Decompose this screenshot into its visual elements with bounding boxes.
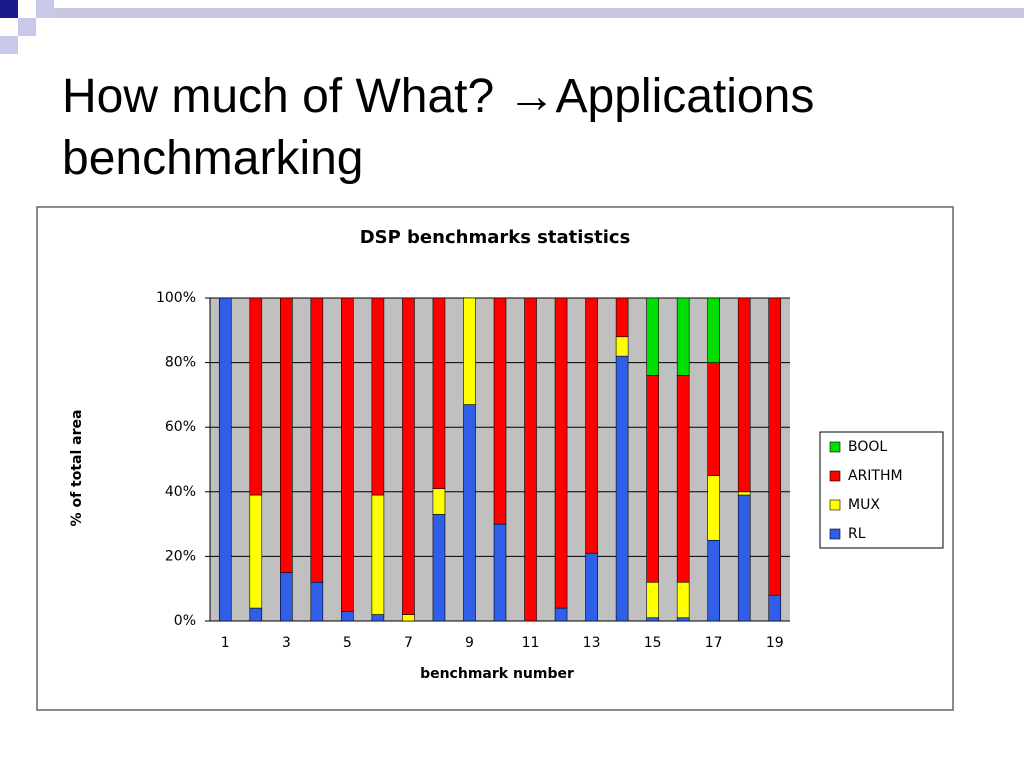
title-line: How much of What? →Applications	[62, 70, 815, 123]
y-axis-label: % of total area	[69, 410, 85, 527]
bar-segment	[249, 297, 263, 496]
bar-segment	[432, 297, 446, 489]
bar-segment	[341, 611, 354, 622]
bar-segment	[737, 494, 751, 622]
x-tick-label: 7	[404, 635, 413, 651]
bar-segment	[676, 297, 690, 376]
bar-segment	[676, 375, 690, 583]
bar-segment	[646, 581, 659, 619]
decor	[0, 0, 18, 18]
x-tick-label: 5	[343, 635, 352, 651]
legend-label: ARITHM	[848, 468, 903, 484]
bar-segment	[463, 297, 476, 405]
bar-segment	[768, 297, 782, 596]
legend-swatch	[829, 528, 841, 540]
legend-label: BOOL	[848, 439, 887, 455]
bar-segment	[615, 336, 629, 357]
legend-label: MUX	[848, 497, 880, 513]
bar-segment	[341, 297, 354, 612]
legend-swatch	[829, 441, 841, 453]
decor	[36, 0, 54, 18]
x-tick-label: 3	[282, 635, 291, 651]
bar-segment	[676, 581, 690, 619]
y-tick-label: 20%	[165, 548, 196, 564]
x-tick-label: 13	[583, 635, 601, 651]
y-tick-label: 80%	[165, 355, 196, 371]
bar-segment	[646, 375, 659, 583]
bar-segment	[646, 617, 659, 622]
bar-segment	[737, 297, 751, 493]
title-line: benchmarking	[62, 132, 364, 185]
bar-segment	[676, 617, 690, 622]
bar-segment	[554, 297, 568, 609]
bar-segment	[768, 594, 782, 622]
legend-label: RL	[848, 526, 866, 542]
chart-title: DSP benchmarks statistics	[360, 227, 631, 248]
decor	[18, 18, 36, 36]
x-tick-label: 17	[705, 635, 723, 651]
legend-swatch	[829, 470, 841, 482]
bar-segment	[585, 297, 598, 554]
bar-segment	[493, 523, 507, 622]
bar-segment	[493, 297, 507, 525]
bar-segment	[707, 362, 720, 476]
x-tick-label: 9	[465, 635, 474, 651]
x-axis-label: benchmark number	[420, 666, 574, 682]
bar-segment	[615, 297, 629, 338]
bar-segment	[615, 355, 629, 622]
bar-segment	[280, 297, 293, 573]
x-tick-label: 15	[644, 635, 662, 651]
y-tick-label: 0%	[174, 613, 196, 629]
bar-segment	[585, 552, 598, 622]
decor	[54, 8, 1024, 18]
bar-segment	[432, 514, 446, 622]
bar-segment	[707, 297, 720, 363]
y-tick-label: 40%	[165, 484, 196, 500]
legend-box	[819, 431, 944, 549]
slide-title: How much of What? →Applications benchmar…	[62, 66, 814, 190]
bar-segment	[280, 572, 293, 622]
x-tick-label: 1	[221, 635, 230, 651]
bar-segment	[646, 297, 659, 376]
y-tick-label: 60%	[165, 419, 196, 435]
bar-segment	[402, 297, 415, 615]
bar-segment	[249, 494, 263, 609]
bar-segment	[371, 494, 385, 615]
decor	[0, 36, 18, 54]
bar-segment	[310, 297, 324, 583]
bar-segment	[310, 581, 324, 622]
bar-segment	[463, 404, 476, 622]
bar-segment	[707, 475, 720, 541]
bar-segment	[737, 491, 751, 496]
bar-segment	[371, 614, 385, 622]
bar-segment	[371, 297, 385, 496]
bar-segment	[249, 607, 263, 622]
x-tick-label: 11	[522, 635, 540, 651]
bar-segment	[432, 488, 446, 515]
bar-segment	[554, 607, 568, 622]
bar-segment	[707, 539, 720, 622]
bar-segment	[402, 614, 415, 622]
bar-segment	[218, 297, 232, 622]
legend-swatch	[829, 499, 841, 511]
bar-segment	[524, 297, 537, 622]
x-tick-label: 19	[766, 635, 784, 651]
y-tick-label: 100%	[156, 290, 196, 306]
